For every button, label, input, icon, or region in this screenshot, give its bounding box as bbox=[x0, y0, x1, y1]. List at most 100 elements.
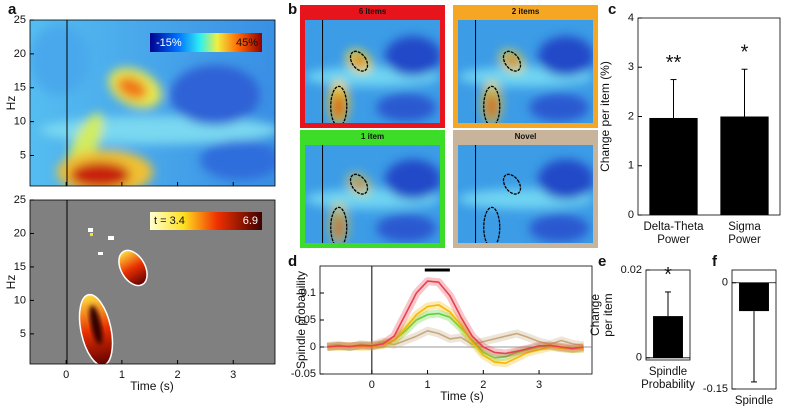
y-tick-label: 0.02 bbox=[621, 264, 642, 276]
blob bbox=[333, 213, 344, 242]
y-tick-label: 0.1 bbox=[301, 287, 316, 299]
y-tick-label: -0.05 bbox=[291, 368, 316, 380]
contour bbox=[349, 50, 369, 72]
heatmap-texture bbox=[305, 159, 440, 243]
y-axis-label: Hz bbox=[4, 96, 18, 111]
x-tick-label: Spindle bbox=[649, 366, 687, 378]
blob bbox=[538, 159, 593, 200]
y-tick-label: 10 bbox=[14, 116, 26, 128]
line bbox=[327, 280, 584, 355]
axes-frame bbox=[29, 199, 276, 365]
y-tick-label: 10 bbox=[14, 294, 26, 306]
x-tick-label: 1 bbox=[119, 369, 125, 381]
significance: ** bbox=[666, 52, 682, 74]
y-tick-label: 25 bbox=[14, 194, 26, 206]
y-tick-label: 4 bbox=[628, 12, 634, 24]
x-tick-label: 1 bbox=[425, 379, 431, 391]
x-tick-label: Spindle bbox=[735, 395, 773, 406]
x-tick-label: 3 bbox=[230, 369, 236, 381]
colorbar bbox=[150, 212, 262, 230]
y-tick-label: -0.15 bbox=[703, 383, 728, 395]
blob bbox=[529, 93, 590, 122]
y-tick-label: 0 bbox=[628, 209, 634, 221]
y-tick-label: 0 bbox=[310, 341, 316, 353]
blob bbox=[333, 92, 344, 121]
colorbar bbox=[150, 33, 262, 52]
x-tick-label: 0 bbox=[369, 379, 375, 391]
bar bbox=[649, 117, 698, 215]
heatmap bbox=[305, 20, 440, 123]
blob bbox=[376, 214, 437, 243]
heatmap-texture bbox=[458, 36, 593, 123]
heatmap-texture bbox=[458, 159, 593, 243]
bar bbox=[739, 282, 769, 312]
y-tick-label: 0.05 bbox=[295, 314, 316, 326]
panel-title: 6 items bbox=[359, 7, 387, 16]
x-tick-label: Power bbox=[728, 234, 761, 246]
blob bbox=[505, 55, 519, 67]
panel-label: c bbox=[608, 1, 616, 18]
y-tick-label: 5 bbox=[20, 328, 26, 340]
contour bbox=[349, 173, 369, 195]
y-axis-label: Hz bbox=[4, 275, 18, 290]
panel-label: f bbox=[712, 253, 718, 270]
heatmap bbox=[458, 145, 593, 243]
contour bbox=[330, 206, 348, 243]
blob bbox=[385, 159, 440, 200]
y-axis-label: Change per item (%) bbox=[598, 61, 612, 172]
y-axis-label: per item bbox=[601, 293, 615, 336]
y-tick-label: 1 bbox=[628, 160, 634, 172]
panel-label: b bbox=[288, 1, 297, 18]
y-tick-label: 15 bbox=[14, 82, 26, 94]
panel-label: d bbox=[288, 253, 297, 270]
panel-title: Novel bbox=[515, 132, 537, 141]
x-tick-label: Probability bbox=[641, 379, 695, 391]
bar bbox=[653, 316, 683, 358]
colorbar-max: 45% bbox=[236, 37, 258, 49]
panel-title: 2 items bbox=[512, 7, 540, 16]
y-tick-label: 15 bbox=[14, 261, 26, 273]
x-tick-label: Sigma bbox=[728, 221, 761, 233]
blob bbox=[385, 36, 440, 77]
panel-label: e bbox=[598, 253, 606, 270]
heatmap-texture bbox=[305, 36, 440, 123]
axes-frame bbox=[645, 269, 691, 361]
contour bbox=[483, 206, 501, 243]
panel-label: a bbox=[8, 1, 17, 18]
x-tick-label: 2 bbox=[174, 369, 180, 381]
y-tick-label: 20 bbox=[14, 227, 26, 239]
y-tick-label: 2 bbox=[628, 110, 634, 122]
contour bbox=[483, 85, 501, 123]
axes-frame bbox=[29, 19, 276, 187]
y-axis-label: Change bbox=[588, 294, 602, 336]
y-tick-label: 0 bbox=[722, 277, 728, 289]
y-tick-label: 3 bbox=[628, 61, 634, 73]
y-axis-label: Spindle probability bbox=[294, 271, 308, 369]
blob bbox=[486, 92, 497, 121]
y-tick-label: 25 bbox=[14, 14, 26, 26]
y-tick-label: 20 bbox=[14, 48, 26, 60]
x-tick-label: Delta-Theta bbox=[643, 221, 704, 233]
blob bbox=[538, 36, 593, 77]
blob bbox=[352, 55, 366, 67]
contour bbox=[502, 173, 522, 195]
colorbar-max: 6.9 bbox=[243, 215, 258, 227]
x-tick-label: Power bbox=[657, 234, 690, 246]
blob bbox=[352, 178, 366, 190]
x-tick-label: 3 bbox=[536, 379, 542, 391]
heatmap bbox=[458, 20, 593, 123]
x-axis-label: Time (s) bbox=[130, 379, 174, 393]
bar bbox=[720, 116, 769, 215]
y-tick-label: 5 bbox=[20, 149, 26, 161]
contour bbox=[502, 50, 522, 72]
y-tick-label: 0 bbox=[636, 352, 642, 364]
heatmap bbox=[305, 145, 440, 243]
panel-title: 1 item bbox=[361, 132, 384, 141]
x-tick-label: 2 bbox=[480, 379, 486, 391]
colorbar-min: -15% bbox=[156, 37, 182, 49]
x-axis-label: Time (s) bbox=[440, 389, 484, 403]
significance: * bbox=[741, 42, 749, 64]
blob bbox=[376, 93, 437, 122]
axes-frame bbox=[731, 269, 777, 390]
